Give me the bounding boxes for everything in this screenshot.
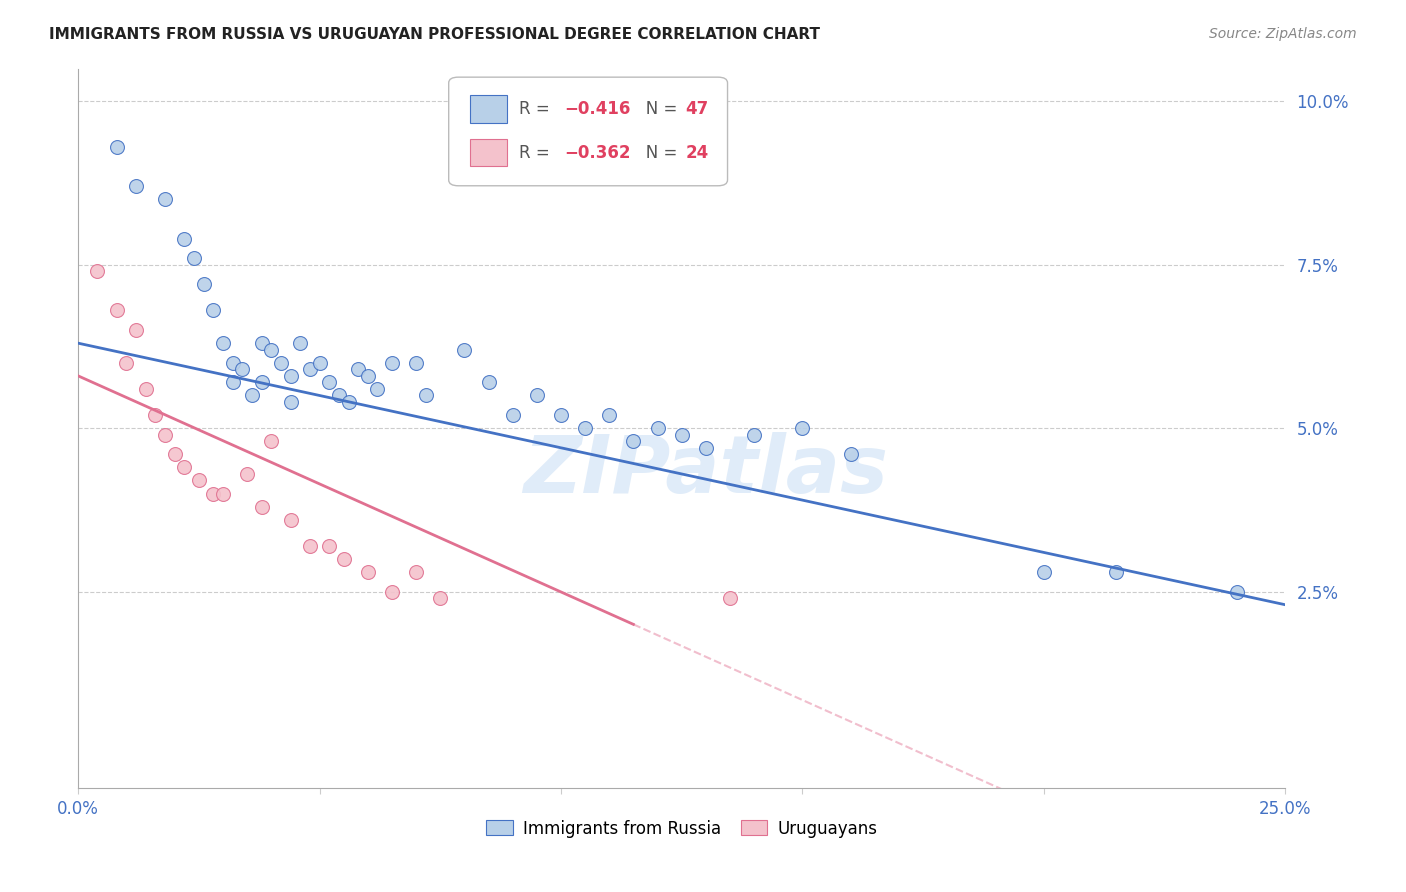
Point: [260, 343, 283, 357]
Point: [202, 303, 225, 318]
Point: [405, 565, 427, 579]
Point: [1226, 584, 1249, 599]
Point: [337, 395, 360, 409]
Text: R =: R =: [519, 144, 555, 161]
Text: N =: N =: [630, 100, 682, 118]
Point: [187, 474, 209, 488]
Point: [318, 539, 340, 553]
FancyBboxPatch shape: [471, 139, 506, 167]
Text: −0.362: −0.362: [565, 144, 631, 161]
Point: [1032, 565, 1054, 579]
Text: IMMIGRANTS FROM RUSSIA VS URUGUAYAN PROFESSIONAL DEGREE CORRELATION CHART: IMMIGRANTS FROM RUSSIA VS URUGUAYAN PROF…: [49, 27, 820, 42]
FancyBboxPatch shape: [471, 95, 506, 123]
Point: [231, 362, 253, 376]
Point: [298, 539, 321, 553]
Point: [318, 376, 340, 390]
Point: [153, 192, 176, 206]
Point: [202, 486, 225, 500]
Text: 47: 47: [685, 100, 709, 118]
Point: [250, 376, 273, 390]
Point: [526, 388, 548, 402]
Point: [105, 303, 128, 318]
Point: [173, 231, 195, 245]
Point: [260, 434, 283, 449]
Point: [173, 460, 195, 475]
Point: [357, 368, 380, 383]
Text: Source: ZipAtlas.com: Source: ZipAtlas.com: [1209, 27, 1357, 41]
Point: [212, 336, 235, 351]
Point: [502, 408, 524, 422]
Point: [236, 467, 259, 481]
Point: [357, 565, 380, 579]
Point: [598, 408, 620, 422]
Point: [163, 447, 186, 461]
Point: [742, 427, 765, 442]
Point: [280, 395, 302, 409]
Point: [250, 336, 273, 351]
Point: [240, 388, 263, 402]
Point: [308, 356, 330, 370]
Point: [332, 552, 354, 566]
Text: R =: R =: [519, 100, 555, 118]
Point: [366, 382, 388, 396]
Point: [280, 513, 302, 527]
Legend: Immigrants from Russia, Uruguayans: Immigrants from Russia, Uruguayans: [479, 813, 884, 844]
Point: [145, 408, 167, 422]
Point: [183, 251, 205, 265]
Point: [290, 336, 312, 351]
Point: [105, 140, 128, 154]
Point: [792, 421, 814, 435]
Point: [671, 427, 693, 442]
Point: [550, 408, 572, 422]
Point: [647, 421, 669, 435]
Point: [1105, 565, 1128, 579]
Point: [221, 356, 243, 370]
Point: [477, 376, 499, 390]
Point: [381, 584, 404, 599]
Point: [86, 264, 108, 278]
Point: [221, 376, 243, 390]
Text: N =: N =: [630, 144, 682, 161]
Point: [298, 362, 321, 376]
Point: [212, 486, 235, 500]
Point: [429, 591, 451, 606]
Point: [328, 388, 350, 402]
Point: [453, 343, 475, 357]
Point: [115, 356, 138, 370]
Point: [718, 591, 741, 606]
Point: [415, 388, 437, 402]
Point: [405, 356, 427, 370]
Text: −0.416: −0.416: [565, 100, 631, 118]
Point: [153, 427, 176, 442]
Point: [621, 434, 644, 449]
Point: [280, 368, 302, 383]
Point: [135, 382, 157, 396]
Point: [250, 500, 273, 514]
Point: [839, 447, 862, 461]
Point: [695, 441, 717, 455]
FancyBboxPatch shape: [449, 77, 727, 186]
Text: ZIPatlas: ZIPatlas: [523, 433, 889, 510]
Point: [125, 323, 148, 337]
Point: [381, 356, 404, 370]
Point: [347, 362, 370, 376]
Point: [574, 421, 596, 435]
Text: 24: 24: [685, 144, 709, 161]
Point: [193, 277, 215, 292]
Point: [125, 179, 148, 194]
Point: [270, 356, 292, 370]
